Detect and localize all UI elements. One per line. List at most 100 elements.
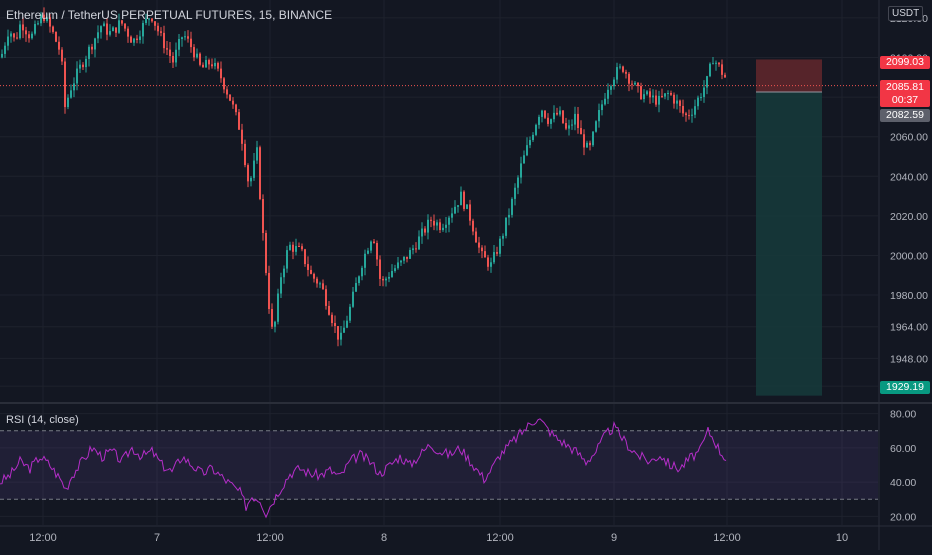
candle-body [202, 64, 204, 68]
candle-body [349, 306, 351, 321]
candle-body [619, 66, 621, 68]
price-tick-3: 2060.00 [890, 132, 928, 144]
candle-body [175, 49, 177, 63]
candle-body [715, 62, 717, 64]
candle-body [268, 272, 270, 310]
candle-body [718, 62, 720, 65]
candle-body [364, 253, 366, 268]
candle-body [445, 224, 447, 228]
candle-body [85, 58, 87, 68]
candle-body [205, 59, 207, 68]
candle-body [343, 327, 345, 333]
candle-body [223, 78, 225, 90]
candle-body [31, 33, 33, 39]
candle-body [220, 68, 222, 79]
candle-body [247, 165, 249, 182]
candle-body [280, 277, 282, 294]
candle-body [538, 116, 540, 125]
candle-body [394, 268, 396, 271]
time-label-2: 12:00 [256, 532, 284, 544]
symbol-title[interactable]: Ethereum / TetherUS PERPETUAL FUTURES, 1… [6, 8, 333, 22]
candle-body [310, 269, 312, 274]
candle-body [460, 191, 462, 206]
candle-body [277, 293, 279, 322]
candle-body [121, 20, 123, 24]
candle-body [454, 206, 456, 214]
candle-body [10, 33, 12, 37]
candle-body [517, 177, 519, 188]
candle-body [436, 222, 438, 226]
candle-body [199, 53, 201, 65]
candle-body [667, 92, 669, 94]
candle-body [658, 95, 660, 105]
candle-body [253, 160, 255, 178]
candle-body [508, 214, 510, 218]
candle-body [442, 227, 444, 231]
candle-body [325, 289, 327, 306]
candle-body [250, 177, 252, 182]
candle-body [25, 30, 27, 35]
candle-body [340, 332, 342, 340]
candle-body [1, 53, 3, 58]
candle-body [697, 97, 699, 107]
candle-body [406, 256, 408, 259]
candle-body [640, 86, 642, 100]
candle-body [136, 38, 138, 40]
candle-body [511, 198, 513, 215]
candle-body [169, 49, 171, 57]
candle-body [649, 91, 651, 98]
candle-body [448, 217, 450, 225]
candle-body [472, 220, 474, 232]
rsi-tick-2: 40.00 [890, 477, 916, 489]
candle-body [682, 105, 684, 114]
candle-body [592, 131, 594, 146]
candle-body [295, 246, 297, 252]
candle-body [637, 82, 639, 87]
candle-body [439, 222, 441, 231]
candle-body [244, 143, 246, 166]
candle-body [166, 48, 168, 50]
candle-body [403, 256, 405, 261]
candle-body [94, 38, 96, 50]
candle-body [673, 94, 675, 104]
candle-body [271, 309, 273, 327]
candle-body [706, 76, 708, 88]
candle-body [22, 24, 24, 31]
candle-body [469, 204, 471, 221]
candle-body [376, 242, 378, 260]
candle-body [106, 23, 108, 35]
candle-body [643, 94, 645, 100]
candle-body [499, 238, 501, 254]
candle-body [379, 259, 381, 279]
candle-body [556, 112, 558, 115]
currency-label[interactable]: USDT [888, 6, 924, 21]
candle-body [484, 251, 486, 258]
candle-body [256, 147, 258, 161]
candle-body [76, 68, 78, 84]
candle-body [190, 38, 192, 48]
candle-body [346, 320, 348, 328]
candle-body [475, 231, 477, 243]
candle-body [382, 278, 384, 281]
candle-body [109, 31, 111, 35]
rsi-title[interactable]: RSI (14, close) [6, 414, 79, 426]
candle-body [361, 267, 363, 277]
candle-body [652, 95, 654, 98]
candle-body [49, 17, 51, 27]
candle-body [301, 246, 303, 250]
candle-body [577, 113, 579, 129]
candle-body [46, 17, 48, 21]
candle-body [127, 28, 129, 37]
candle-body [217, 62, 219, 69]
candle-body [589, 142, 591, 146]
candle-body [16, 37, 18, 39]
candle-body [298, 246, 300, 248]
candle-body [370, 241, 372, 251]
time-label-3: 8 [381, 532, 387, 544]
candle-body [4, 45, 6, 54]
candle-body [601, 104, 603, 111]
candle-body [685, 113, 687, 116]
candle-body [193, 47, 195, 58]
